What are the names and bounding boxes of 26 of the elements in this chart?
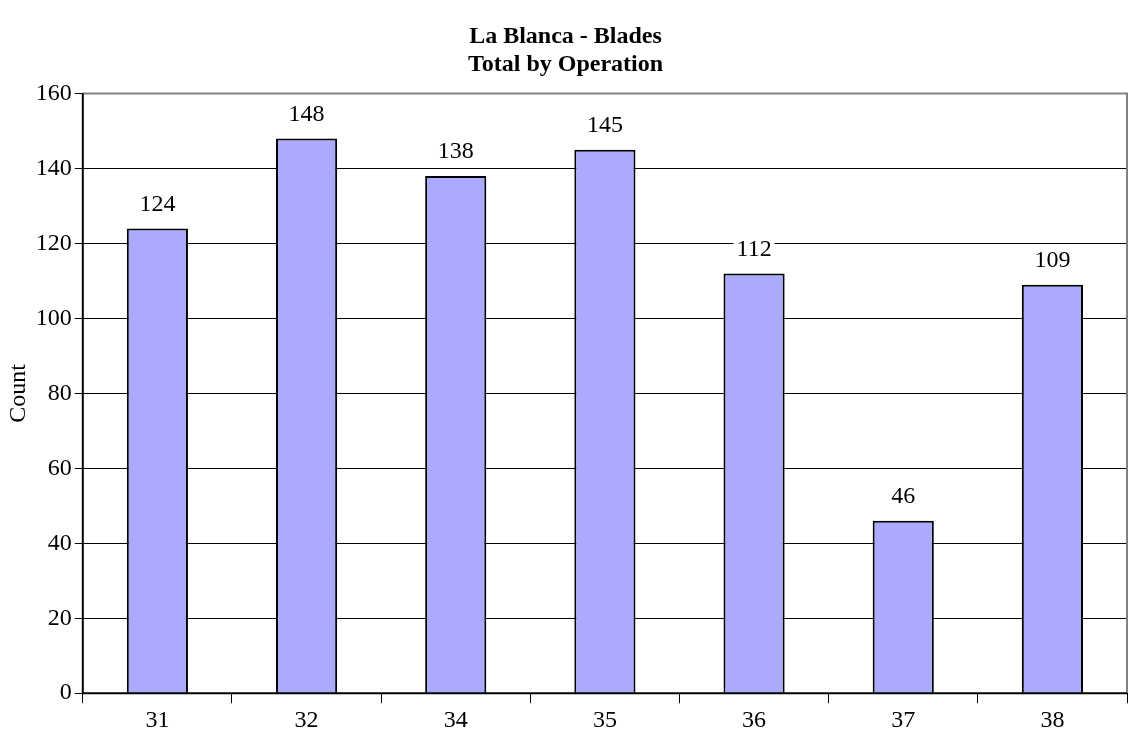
x-tick-label: 38 [1040, 705, 1065, 732]
data-label: 46 [891, 482, 916, 509]
y-tick-label: 60 [47, 453, 72, 480]
y-tick-label: 80 [47, 378, 72, 405]
x-tick-label: 36 [742, 705, 767, 732]
y-tick-label: 120 [35, 228, 72, 255]
data-label: 148 [288, 99, 325, 126]
chart-subtitle: Total by Operation [467, 50, 664, 77]
y-tick-label: 0 [59, 678, 72, 705]
x-tick-label: 34 [443, 705, 468, 732]
data-label: 145 [586, 111, 623, 138]
y-tick-label: 160 [35, 78, 72, 105]
x-tick-label: 31 [145, 705, 170, 732]
y-tick-label: 140 [35, 153, 72, 180]
data-label: 112 [736, 234, 772, 261]
y-tick-label: 40 [47, 528, 72, 555]
y-tick-label: 100 [35, 303, 72, 330]
x-tick-label: 37 [891, 705, 916, 732]
chart-title: La Blanca - Blades [469, 21, 662, 48]
data-label: 124 [139, 189, 176, 216]
x-tick-label: 35 [592, 705, 617, 732]
y-tick-label: 20 [47, 603, 72, 630]
y-axis-title: Count [3, 363, 30, 423]
data-label: 138 [437, 137, 474, 164]
x-tick-label: 32 [294, 705, 319, 732]
data-label: 109 [1034, 246, 1071, 273]
